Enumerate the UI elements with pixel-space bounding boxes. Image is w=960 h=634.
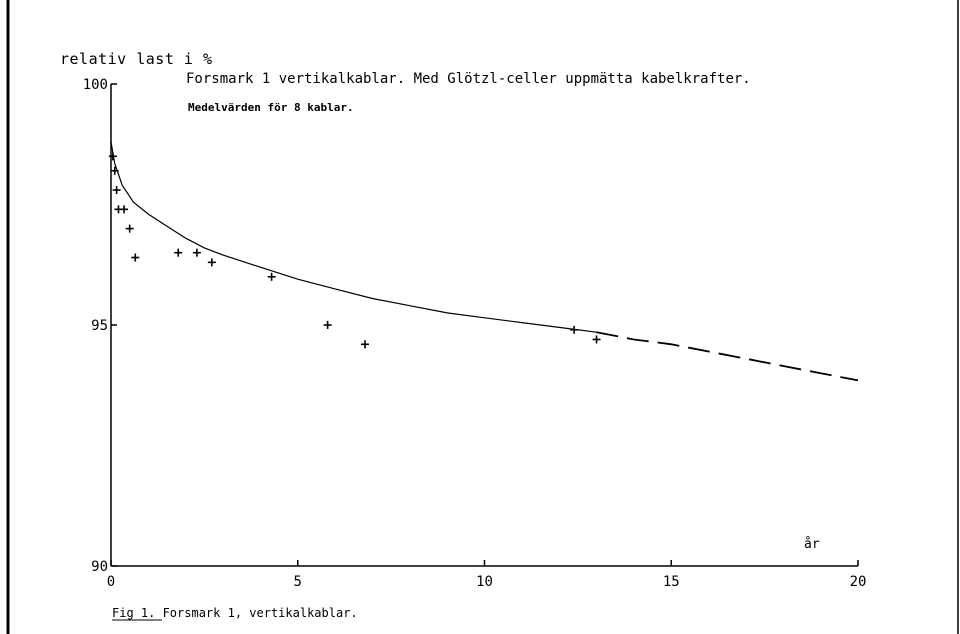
data-point: [360, 340, 369, 349]
data-point: [174, 248, 183, 257]
data-point: [207, 258, 216, 267]
x-tick-label: 5: [294, 574, 302, 590]
y-tick-label: 95: [91, 318, 108, 334]
data-point: [592, 335, 601, 344]
data-point: [131, 253, 140, 262]
y-axis-label: relativ last i %: [60, 50, 213, 68]
data-point: [192, 248, 201, 257]
fitted-trend-line: [110, 141, 597, 333]
data-point: [112, 186, 121, 195]
y-tick-label: 90: [91, 559, 108, 575]
x-tick-label: 10: [476, 574, 493, 590]
chart-title: Forsmark 1 vertikalkablar. Med Glötzl-ce…: [186, 71, 751, 87]
x-axis-label: år: [804, 537, 820, 552]
data-point: [267, 272, 276, 281]
data-point: [125, 224, 134, 233]
x-tick-label: 20: [850, 574, 867, 590]
y-tick-label: 100: [83, 77, 108, 93]
extrapolated-trend-line: [596, 331, 859, 382]
x-tick-label: 15: [663, 574, 680, 590]
x-tick-label: 0: [107, 574, 115, 590]
data-point: [323, 321, 332, 329]
chart-subtitle: Medelvärden för 8 kablar.: [188, 101, 354, 114]
figure-caption: Fig 1. Forsmark 1, vertikalkablar.: [112, 606, 358, 620]
data-point: [120, 205, 129, 214]
